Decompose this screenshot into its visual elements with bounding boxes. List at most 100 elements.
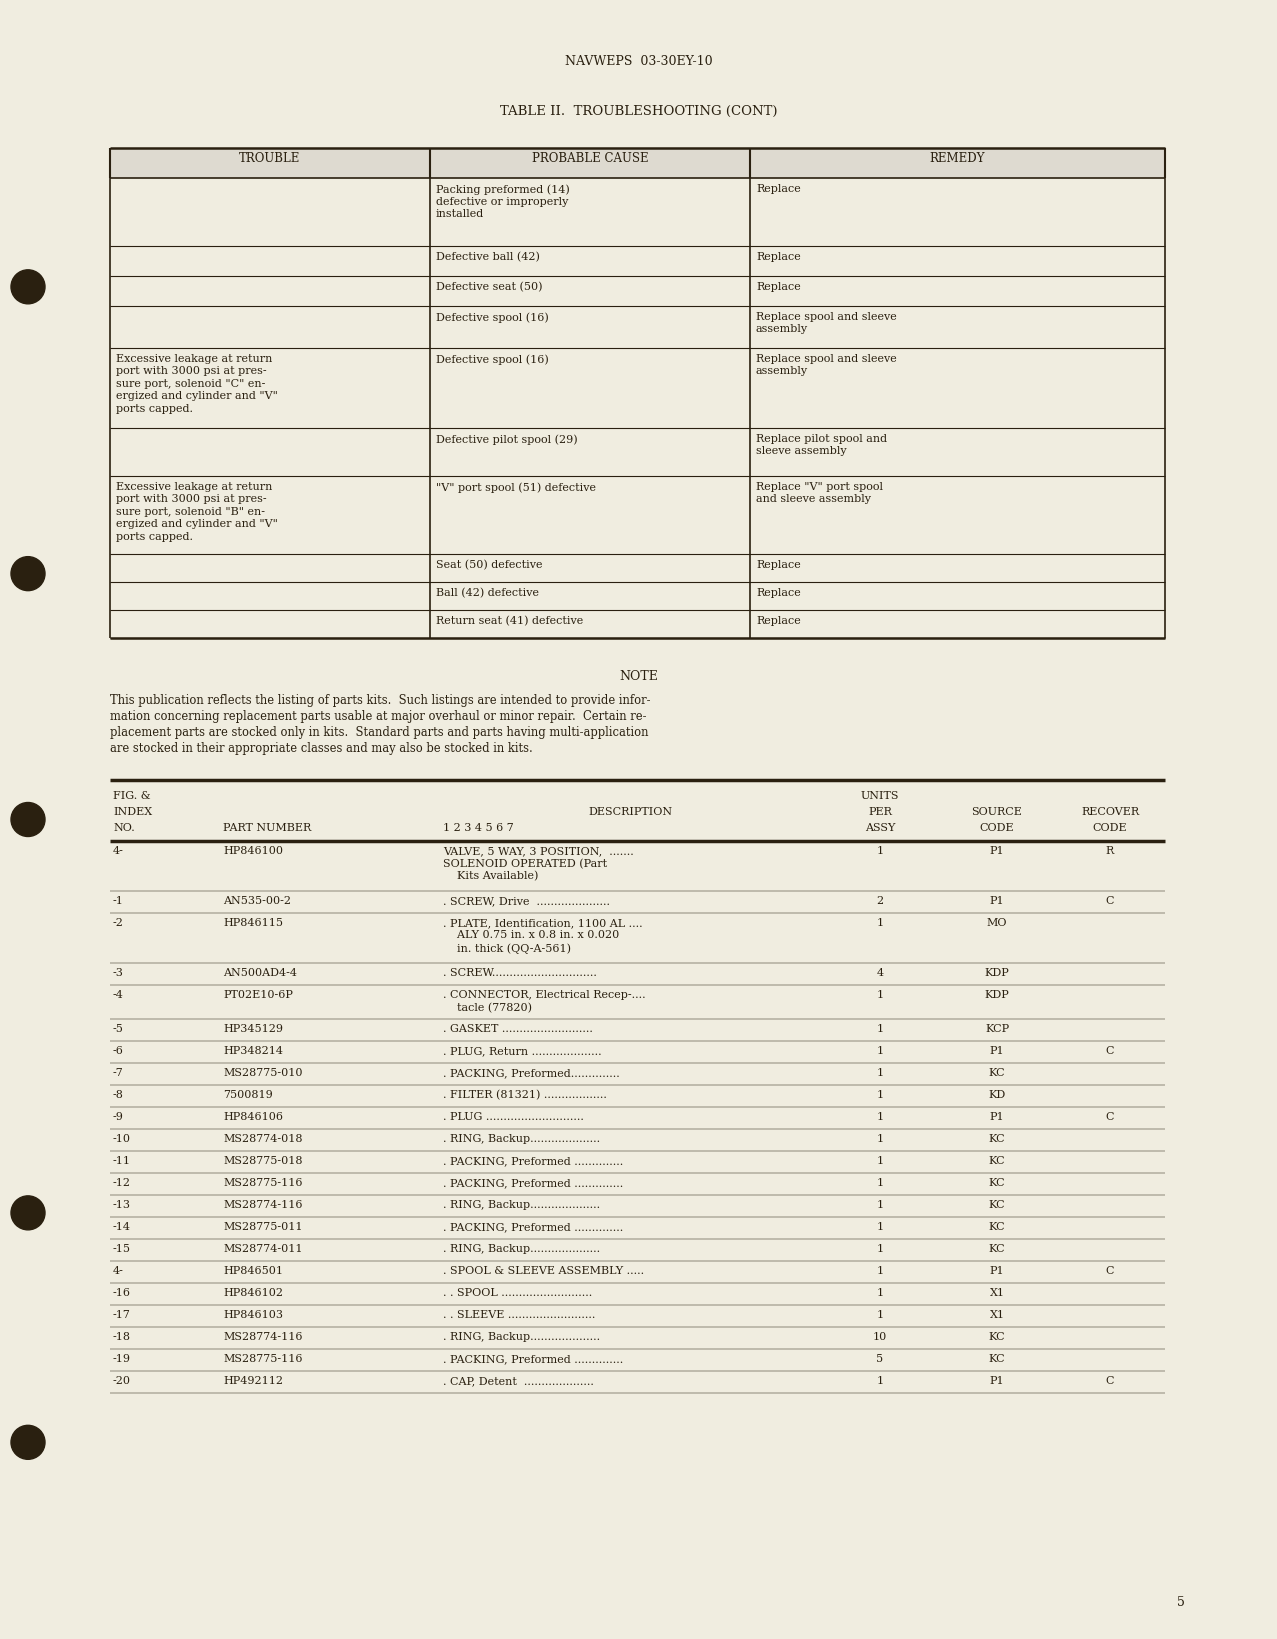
Text: 7500819: 7500819 <box>223 1090 273 1100</box>
Text: . PACKING, Preformed ..............: . PACKING, Preformed .............. <box>443 1178 623 1188</box>
Text: Replace spool and sleeve
assembly: Replace spool and sleeve assembly <box>756 354 896 377</box>
Text: -19: -19 <box>112 1354 132 1364</box>
Text: MS28775-018: MS28775-018 <box>223 1155 303 1165</box>
Text: -2: -2 <box>112 918 124 928</box>
Text: R: R <box>1106 846 1114 856</box>
Text: This publication reflects the listing of parts kits.  Such listings are intended: This publication reflects the listing of… <box>110 693 650 756</box>
Text: NOTE: NOTE <box>619 670 658 683</box>
Text: RECOVER: RECOVER <box>1080 806 1139 816</box>
Text: MS28775-011: MS28775-011 <box>223 1223 303 1233</box>
Text: -11: -11 <box>112 1155 132 1165</box>
Text: 4: 4 <box>876 969 884 978</box>
Text: MS28774-011: MS28774-011 <box>223 1244 303 1254</box>
Text: 1: 1 <box>876 1200 884 1210</box>
Text: . PLUG ............................: . PLUG ............................ <box>443 1111 584 1123</box>
Text: 4-: 4- <box>112 1265 124 1277</box>
Text: X1: X1 <box>990 1310 1005 1319</box>
Text: -17: -17 <box>112 1310 130 1319</box>
Text: CODE: CODE <box>979 823 1014 833</box>
Text: C: C <box>1106 1111 1115 1123</box>
Text: KC: KC <box>988 1069 1005 1078</box>
Text: Replace pilot spool and
sleeve assembly: Replace pilot spool and sleeve assembly <box>756 434 888 456</box>
Text: DESCRIPTION: DESCRIPTION <box>587 806 672 816</box>
Text: SOURCE: SOURCE <box>972 806 1023 816</box>
Text: MS28774-116: MS28774-116 <box>223 1333 303 1342</box>
Text: Return seat (41) defective: Return seat (41) defective <box>435 616 584 626</box>
Text: Replace "V" port spool
and sleeve assembly: Replace "V" port spool and sleeve assemb… <box>756 482 882 505</box>
Text: HP348214: HP348214 <box>223 1046 283 1056</box>
Text: HP846106: HP846106 <box>223 1111 283 1123</box>
Text: . SCREW, Drive  .....................: . SCREW, Drive ..................... <box>443 897 610 906</box>
Text: -8: -8 <box>112 1090 124 1100</box>
Text: 1: 1 <box>876 1310 884 1319</box>
Text: HP846100: HP846100 <box>223 846 283 856</box>
Text: Ball (42) defective: Ball (42) defective <box>435 588 539 598</box>
Text: . PACKING, Preformed..............: . PACKING, Preformed.............. <box>443 1069 619 1078</box>
Circle shape <box>11 1196 45 1229</box>
Text: 1: 1 <box>876 1155 884 1165</box>
Text: TROUBLE: TROUBLE <box>239 151 300 164</box>
Text: Replace: Replace <box>756 561 801 570</box>
Text: -10: -10 <box>112 1134 132 1144</box>
Text: MS28775-116: MS28775-116 <box>223 1354 303 1364</box>
Text: KCP: KCP <box>985 1024 1009 1034</box>
Text: -12: -12 <box>112 1178 132 1188</box>
Text: HP846102: HP846102 <box>223 1288 283 1298</box>
Text: 1 2 3 4 5 6 7: 1 2 3 4 5 6 7 <box>443 823 513 833</box>
Text: Excessive leakage at return
port with 3000 psi at pres-
sure port, solenoid "B" : Excessive leakage at return port with 30… <box>116 482 278 541</box>
Text: Defective seat (50): Defective seat (50) <box>435 282 543 292</box>
Text: 1: 1 <box>876 1288 884 1298</box>
Text: KD: KD <box>988 1090 1005 1100</box>
Text: HP345129: HP345129 <box>223 1024 283 1034</box>
Text: PROBABLE CAUSE: PROBABLE CAUSE <box>531 151 649 164</box>
Text: . . SPOOL ..........................: . . SPOOL .......................... <box>443 1288 593 1298</box>
Text: C: C <box>1106 1265 1115 1277</box>
Text: KC: KC <box>988 1155 1005 1165</box>
Text: HP492112: HP492112 <box>223 1377 283 1387</box>
Text: KC: KC <box>988 1200 1005 1210</box>
Text: AN500AD4-4: AN500AD4-4 <box>223 969 298 978</box>
Text: MS28775-116: MS28775-116 <box>223 1178 303 1188</box>
Text: VALVE, 5 WAY, 3 POSITION,  .......
SOLENOID OPERATED (Part
    Kits Available): VALVE, 5 WAY, 3 POSITION, ....... SOLENO… <box>443 846 633 882</box>
Text: -16: -16 <box>112 1288 132 1298</box>
Text: . . SLEEVE .........................: . . SLEEVE ......................... <box>443 1310 595 1319</box>
Text: C: C <box>1106 897 1115 906</box>
Text: Replace spool and sleeve
assembly: Replace spool and sleeve assembly <box>756 311 896 334</box>
Text: PART NUMBER: PART NUMBER <box>223 823 312 833</box>
Text: HP846501: HP846501 <box>223 1265 283 1277</box>
Text: TABLE II.  TROUBLESHOOTING (CONT): TABLE II. TROUBLESHOOTING (CONT) <box>499 105 778 118</box>
Text: Defective spool (16): Defective spool (16) <box>435 311 549 323</box>
Text: P1: P1 <box>990 1265 1004 1277</box>
Text: . RING, Backup....................: . RING, Backup.................... <box>443 1134 600 1144</box>
Text: . SPOOL & SLEEVE ASSEMBLY .....: . SPOOL & SLEEVE ASSEMBLY ..... <box>443 1265 644 1277</box>
Text: . RING, Backup....................: . RING, Backup.................... <box>443 1200 600 1210</box>
Circle shape <box>11 1426 45 1459</box>
Text: CODE: CODE <box>1093 823 1128 833</box>
Text: . CAP, Detent  ....................: . CAP, Detent .................... <box>443 1377 594 1387</box>
Text: MS28774-116: MS28774-116 <box>223 1200 303 1210</box>
Text: P1: P1 <box>990 897 1004 906</box>
Text: -15: -15 <box>112 1244 132 1254</box>
Text: P1: P1 <box>990 1377 1004 1387</box>
Text: 2: 2 <box>876 897 884 906</box>
Text: X1: X1 <box>990 1288 1005 1298</box>
Text: Replace: Replace <box>756 252 801 262</box>
Text: Defective spool (16): Defective spool (16) <box>435 354 549 364</box>
Text: PT02E10-6P: PT02E10-6P <box>223 990 292 1000</box>
Text: -6: -6 <box>112 1046 124 1056</box>
Text: NO.: NO. <box>112 823 135 833</box>
Text: 5: 5 <box>1177 1596 1185 1609</box>
Text: 1: 1 <box>876 1111 884 1123</box>
Text: 4-: 4- <box>112 846 124 856</box>
Text: . FILTER (81321) ..................: . FILTER (81321) .................. <box>443 1090 607 1100</box>
Text: MS28775-010: MS28775-010 <box>223 1069 303 1078</box>
Text: HP846115: HP846115 <box>223 918 283 928</box>
Text: P1: P1 <box>990 846 1004 856</box>
Text: MO: MO <box>987 918 1008 928</box>
Text: KC: KC <box>988 1244 1005 1254</box>
Text: KC: KC <box>988 1178 1005 1188</box>
Circle shape <box>11 557 45 590</box>
Text: KDP: KDP <box>985 990 1009 1000</box>
Text: . PLATE, Identification, 1100 AL ....
    ALY 0.75 in. x 0.8 in. x 0.020
    in.: . PLATE, Identification, 1100 AL .... AL… <box>443 918 642 954</box>
Text: . PACKING, Preformed ..............: . PACKING, Preformed .............. <box>443 1155 623 1165</box>
